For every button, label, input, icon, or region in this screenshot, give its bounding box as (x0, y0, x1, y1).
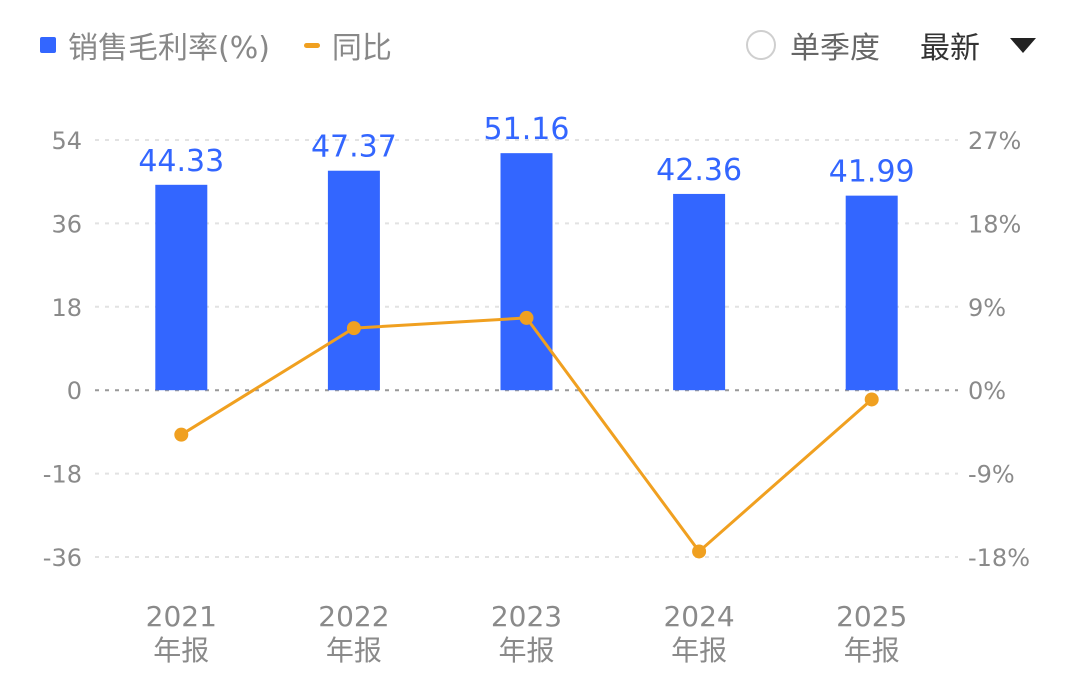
single-quarter-radio[interactable] (746, 30, 776, 60)
period-dropdown[interactable]: 最新 (920, 23, 1036, 67)
x-tick-year: 2021 (146, 600, 217, 633)
bar-data-label: 47.37 (311, 130, 397, 165)
chart-controls: 单季度 最新 (746, 22, 1036, 68)
period-dropdown-label[interactable]: 最新 (920, 31, 980, 66)
bar-data-label: 44.33 (138, 144, 224, 179)
right-axis-tick-label: -18% (968, 544, 1030, 572)
left-axis-tick-label: -18 (43, 461, 82, 489)
yoy-point (864, 392, 879, 407)
yoy-point (174, 427, 189, 442)
left-axis-tick-label: 0 (67, 377, 82, 405)
right-axis-tick-label: -9% (968, 461, 1015, 489)
legend-line-swatch (303, 42, 320, 48)
bar (155, 184, 208, 391)
legend-item-line: 同比 (303, 23, 392, 67)
legend-bar-label: 销售毛利率(%) (68, 31, 270, 66)
left-axis-tick-label: 18 (51, 294, 82, 322)
legend-line-label: 同比 (331, 31, 392, 66)
chart-legend: 销售毛利率(%) 同比 (40, 22, 426, 68)
x-tick-suffix: 年报 (498, 634, 554, 667)
bar-data-label: 51.16 (484, 112, 570, 147)
right-axis-tick-label: 0% (968, 377, 1006, 405)
yoy-point (692, 544, 707, 559)
yoy-point (519, 310, 534, 325)
bar-data-label: 42.36 (656, 153, 742, 188)
left-axis-tick-label: -36 (43, 544, 82, 572)
right-axis-tick-label: 18% (968, 210, 1021, 238)
x-tick-suffix: 年报 (326, 634, 382, 667)
legend-item-bar: 销售毛利率(%) (40, 23, 270, 67)
left-axis-tick-label: 36 (51, 210, 82, 238)
single-quarter-label[interactable]: 单季度 (790, 31, 880, 66)
x-tick-suffix: 年报 (844, 634, 900, 667)
x-tick-year: 2025 (836, 600, 907, 633)
legend-bar-swatch (40, 37, 56, 53)
left-axis-tick-label: 54 (51, 127, 82, 155)
x-tick-suffix: 年报 (671, 634, 727, 667)
caret-down-icon[interactable] (1010, 37, 1036, 53)
bar (500, 153, 553, 391)
right-axis-tick-label: 9% (968, 294, 1006, 322)
x-tick-year: 2023 (491, 600, 562, 633)
bar-data-label: 41.99 (829, 155, 915, 190)
bar (673, 193, 726, 391)
x-tick-year: 2024 (663, 600, 734, 633)
bar (327, 170, 380, 391)
yoy-point (346, 321, 361, 336)
right-axis-tick-label: 27% (968, 127, 1021, 155)
x-tick-year: 2022 (318, 600, 389, 633)
x-tick-suffix: 年报 (153, 634, 209, 667)
bar (845, 195, 898, 391)
